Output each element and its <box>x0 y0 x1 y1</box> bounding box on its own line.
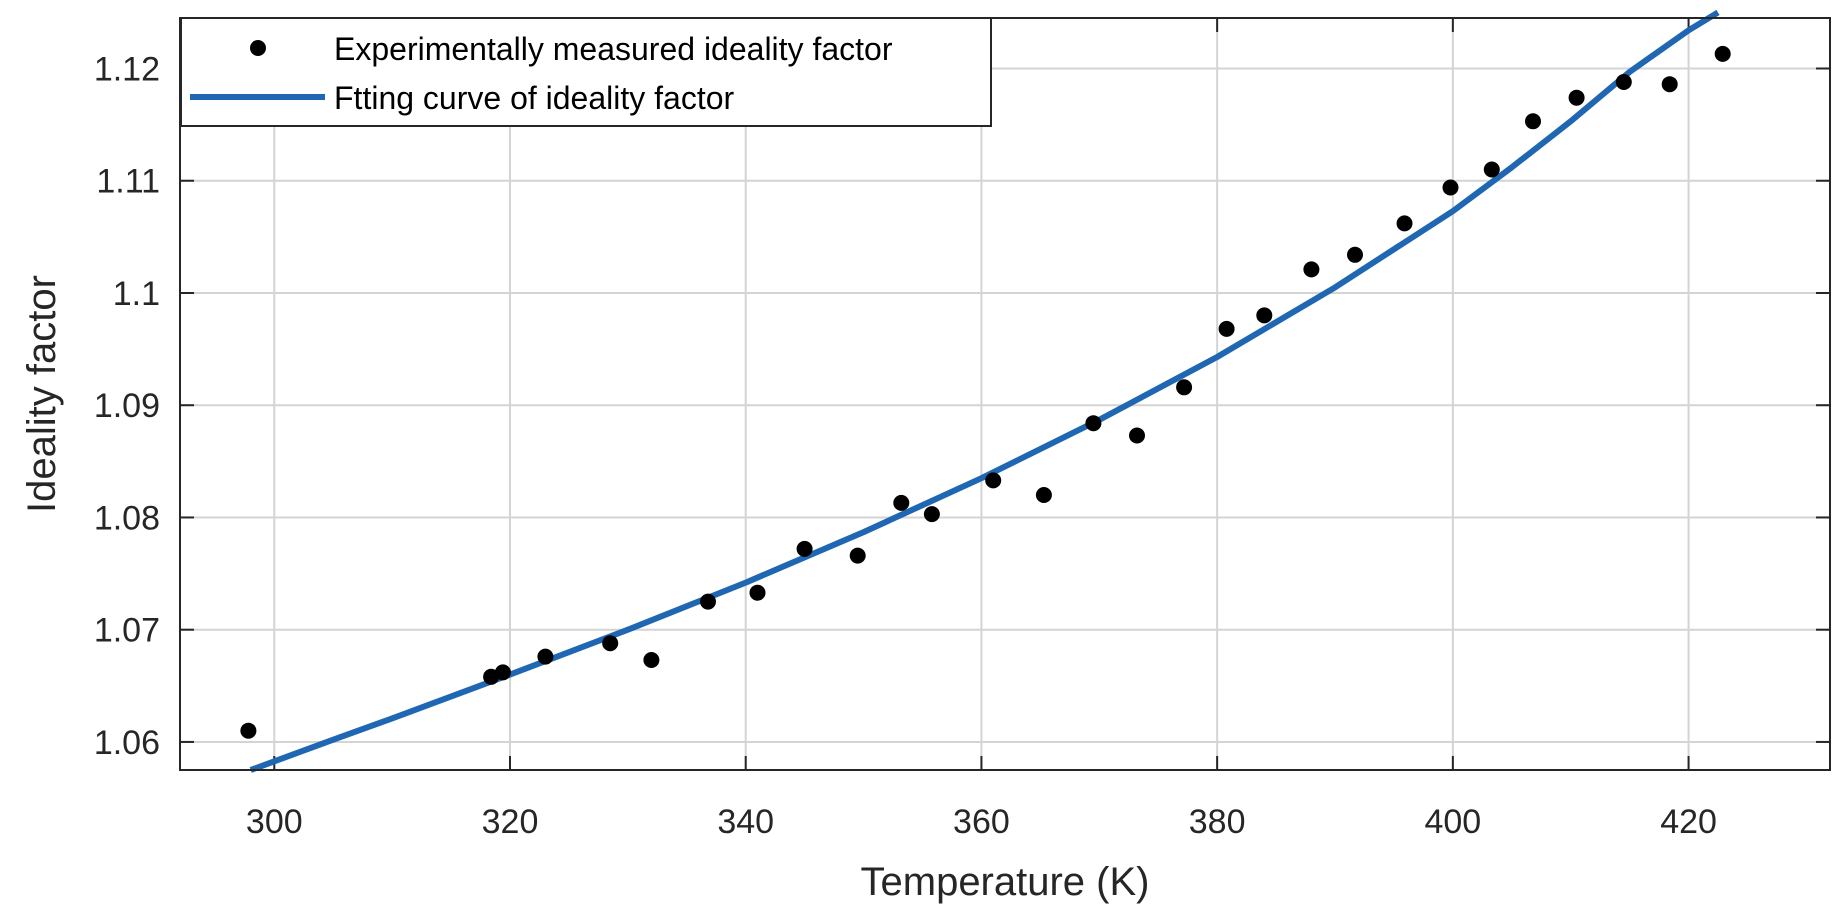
data-point <box>240 722 257 739</box>
legend-box <box>180 17 992 127</box>
legend-label-measured: Experimentally measured ideality factor <box>334 31 893 67</box>
data-point <box>1525 113 1541 130</box>
data-point <box>849 547 866 564</box>
x-tick-label: 400 <box>1424 803 1481 841</box>
legend: Experimentally measured ideality factor … <box>180 17 992 127</box>
plot-frame <box>179 17 1831 771</box>
data-point <box>796 540 813 557</box>
data-point <box>1483 161 1500 178</box>
data-point <box>1129 427 1145 444</box>
y-axis-label: Ideality factor <box>20 275 64 513</box>
data-point <box>1615 74 1632 90</box>
x-tick-label: 320 <box>482 803 539 841</box>
y-tick-label: 1.1 <box>113 275 160 313</box>
data-point <box>1568 89 1585 106</box>
data-point <box>1442 179 1459 196</box>
x-tick-label: 340 <box>717 803 774 841</box>
data-point <box>537 648 554 665</box>
x-tick-label: 380 <box>1189 803 1246 841</box>
grid-layer <box>180 18 1830 770</box>
legend-marker-measured <box>250 40 266 56</box>
data-point <box>923 506 940 523</box>
x-tick-label: 360 <box>953 803 1010 841</box>
y-tick-label: 1.09 <box>94 387 160 425</box>
data-point <box>1035 487 1052 503</box>
data-point <box>1396 215 1413 232</box>
data-point <box>602 635 619 652</box>
y-tick-label: 1.12 <box>94 51 160 89</box>
y-tick-label: 1.11 <box>96 163 160 201</box>
data-point <box>1303 261 1320 278</box>
data-point <box>1661 76 1678 93</box>
data-point <box>1176 379 1193 396</box>
x-axis-label: Temperature (K) <box>861 860 1150 904</box>
x-tick-label: 300 <box>246 803 303 841</box>
data-point <box>1714 45 1731 62</box>
data-point <box>985 472 1002 489</box>
data-point <box>893 494 910 511</box>
series-layer <box>240 9 1731 773</box>
legend-label-fit: Ftting curve of ideality factor <box>334 80 735 116</box>
data-point <box>1256 307 1273 324</box>
x-tick-label: 420 <box>1660 803 1717 841</box>
y-tick-label: 1.08 <box>94 499 160 537</box>
data-point <box>700 593 716 610</box>
data-point <box>643 652 660 668</box>
data-point <box>1347 246 1363 263</box>
data-point <box>749 584 766 601</box>
y-tick-label: 1.07 <box>94 612 160 650</box>
x-tick-labels: 300 320 340 360 380 400 420 <box>246 803 1717 841</box>
data-point <box>494 664 511 681</box>
data-point <box>1218 320 1235 337</box>
data-point <box>1085 415 1102 432</box>
y-tick-label: 1.06 <box>94 724 160 762</box>
y-tick-labels: 1.06 1.07 1.08 1.09 1.1 1.11 1.12 <box>94 51 160 762</box>
